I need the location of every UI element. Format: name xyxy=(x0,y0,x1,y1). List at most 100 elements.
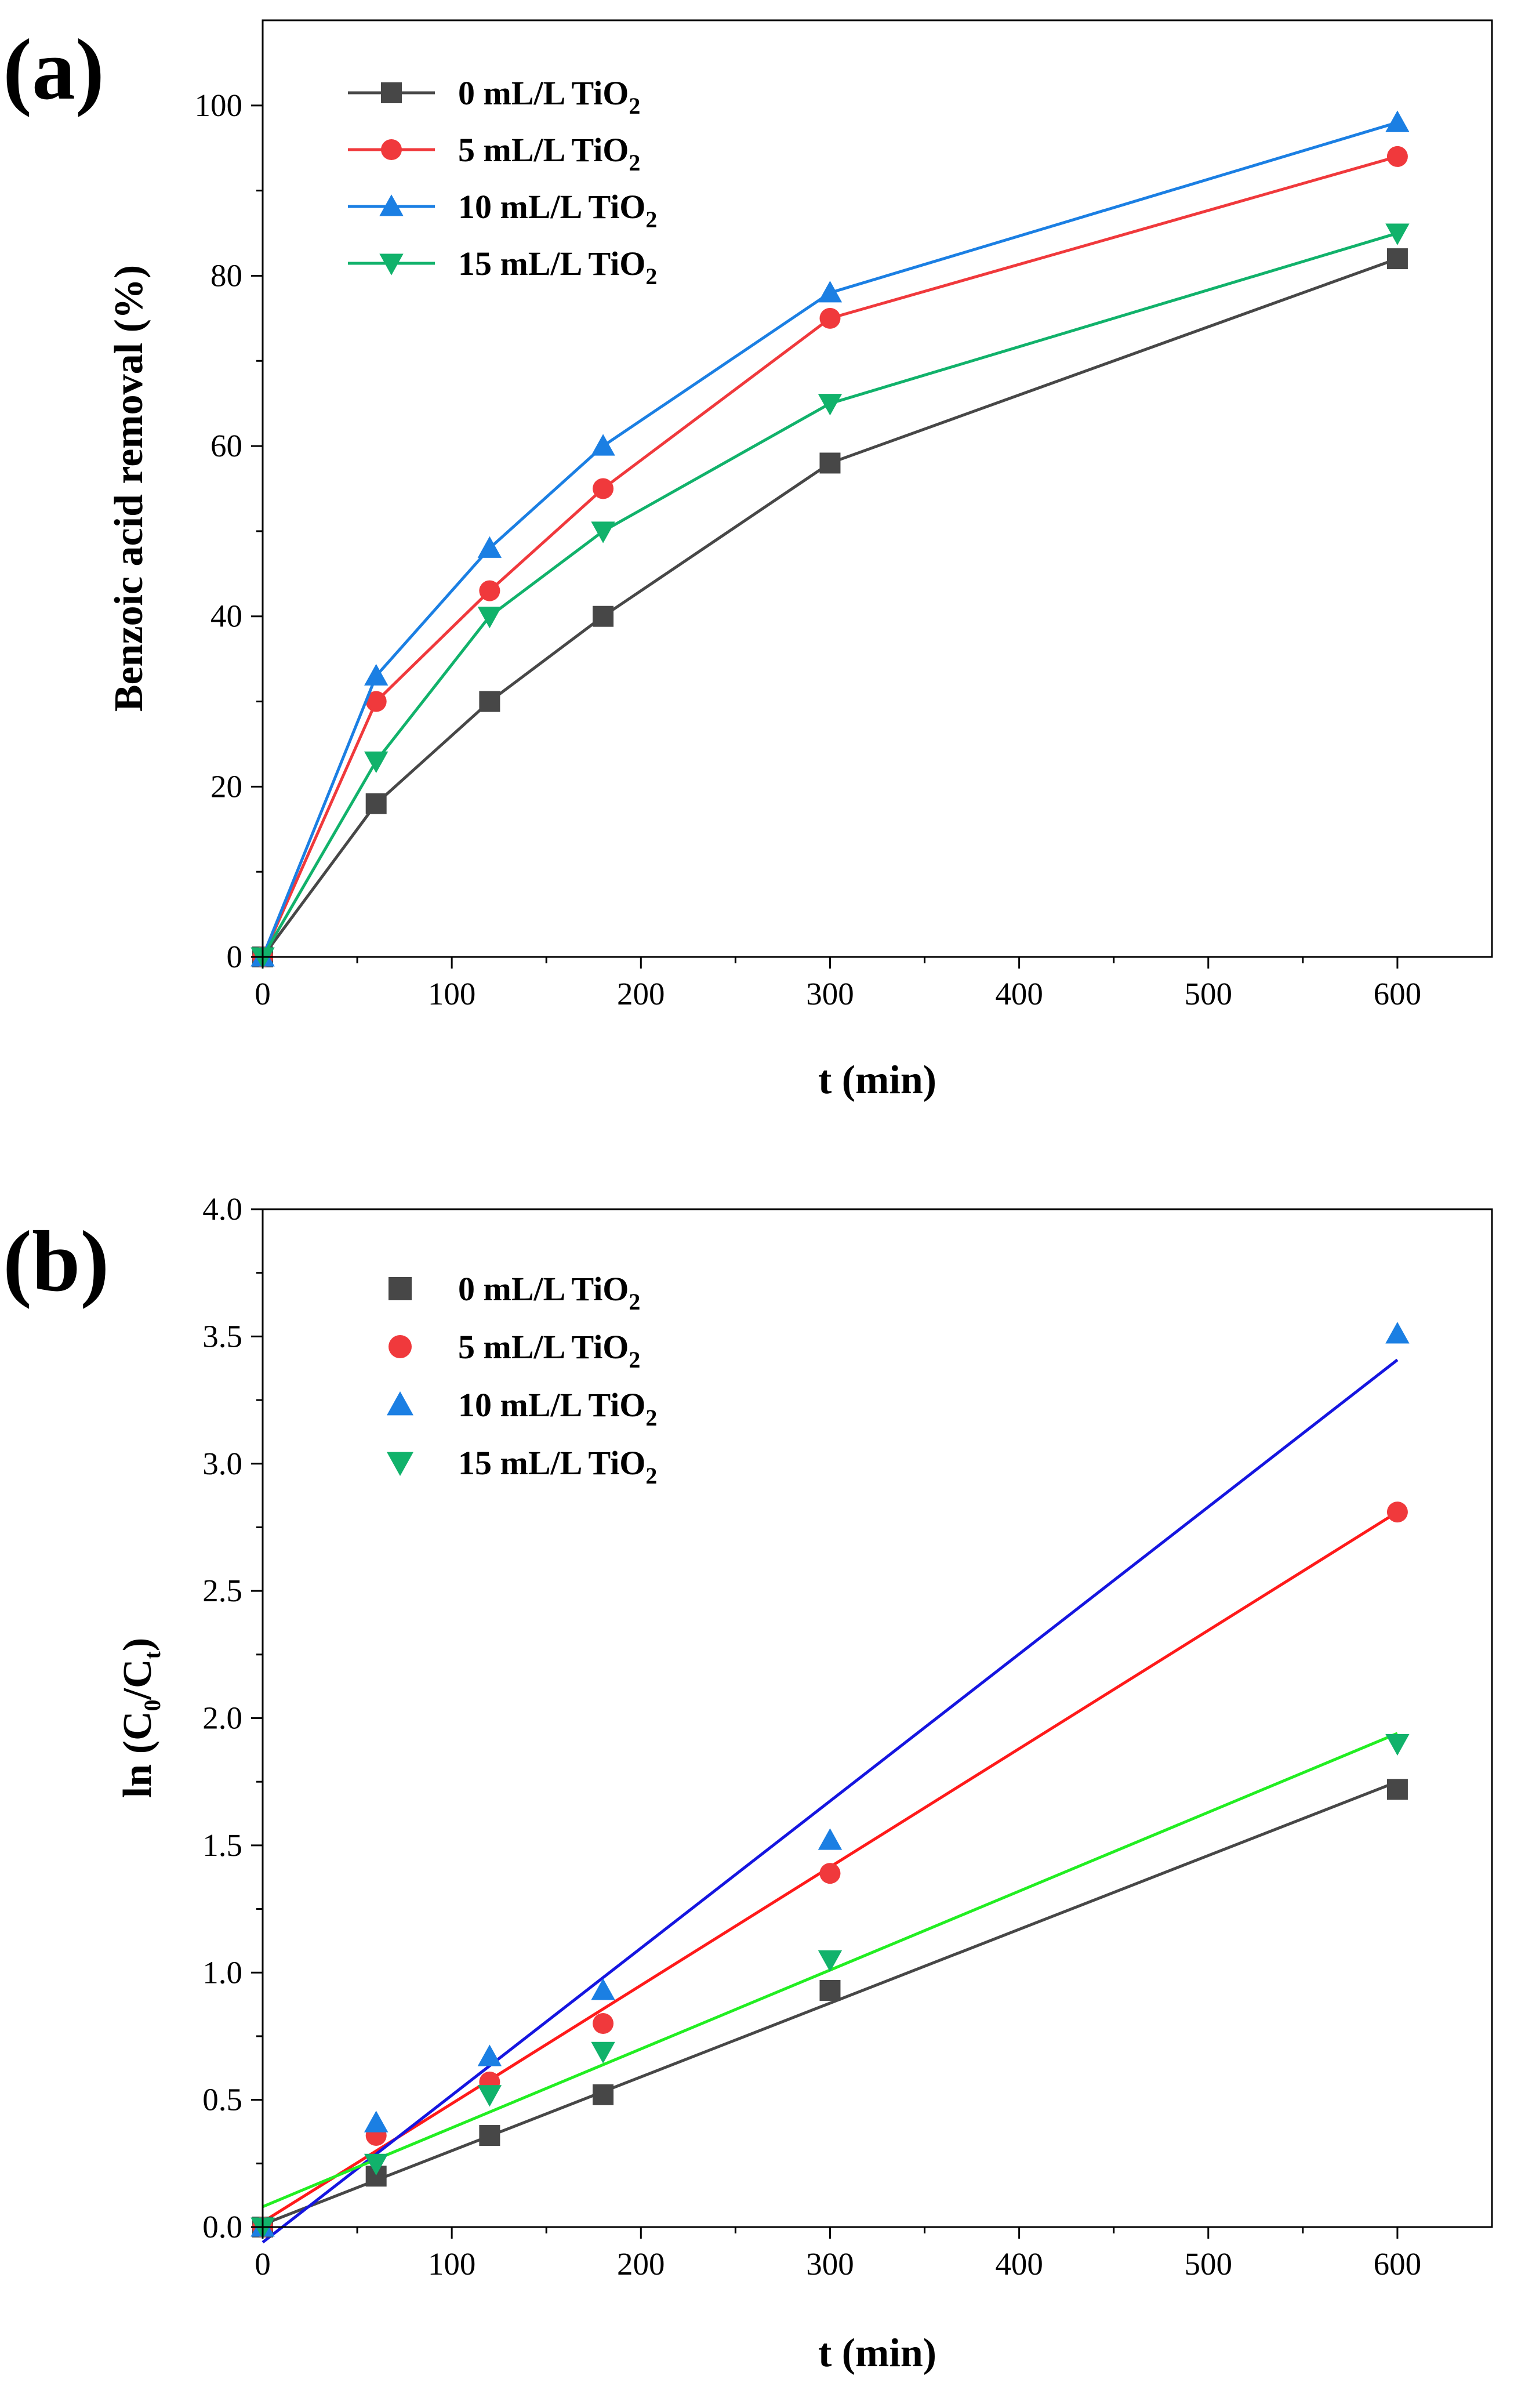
panel-b-y-tick-label: 3.5 xyxy=(202,1318,242,1354)
panel-a-y-tick-label: 80 xyxy=(210,258,242,293)
panel-a-series-line-2 xyxy=(261,121,1398,958)
panel-a-x-tick-label: 400 xyxy=(995,976,1043,1011)
panel-b-x-tick-label: 100 xyxy=(428,2246,476,2282)
panel-b-point-s2-1 xyxy=(364,2110,389,2133)
panel-b-x-tick-label: 600 xyxy=(1374,2246,1422,2282)
panel-b-legend-label-main-1: 5 mL/L TiO xyxy=(458,1328,629,1366)
panel-a-point-s0-2 xyxy=(479,691,500,712)
panel-a-point-s3-1 xyxy=(364,751,389,774)
panel-a-x-title: t (min) xyxy=(818,1058,936,1103)
panel-b-y-title: ln (C0/Ct) xyxy=(115,1638,165,1798)
panel-a-legend-label-0: 0 mL/L TiO2 xyxy=(458,74,640,119)
panel-a-frame xyxy=(262,19,1493,958)
panel-b-y-tick-label: 3.0 xyxy=(202,1446,242,1481)
panel-a-point-s0-4 xyxy=(819,452,841,474)
panel-a-series-line-0 xyxy=(261,257,1398,958)
panel-b-point-s3-5 xyxy=(1385,1734,1410,1756)
panel-a-point-s2-3 xyxy=(591,434,615,456)
panel-b-marks xyxy=(250,1322,1410,2244)
panel-b-point-s3-4 xyxy=(818,1950,843,1972)
panel-b-label: (b) xyxy=(3,1213,109,1310)
panel-a-point-s1-3 xyxy=(593,478,614,499)
panel-a-point-s3-5 xyxy=(1385,223,1410,245)
panel-a-y-tick-label: 60 xyxy=(210,428,242,463)
panel-b-legend-label-sub-0: 2 xyxy=(629,1289,640,1315)
panel-b-frame xyxy=(262,1208,1493,2228)
panel-b-point-s0-3 xyxy=(593,2084,614,2105)
panel-b-y-title-main: ln (C xyxy=(115,1711,160,1798)
panel-a-x-tick-label: 0 xyxy=(255,976,271,1011)
panel-a-legend-label-3: 15 mL/L TiO2 xyxy=(458,245,657,289)
panel-a-legend-label-1: 5 mL/L TiO2 xyxy=(458,131,640,176)
panel-b-y-title-mid: /C xyxy=(115,1659,160,1700)
panel-a-point-s0-1 xyxy=(365,793,387,814)
panel-b-point-s1-4 xyxy=(819,1863,841,1884)
panel-a-x-tick-label: 600 xyxy=(1374,976,1422,1011)
panel-b-legend-label-0: 0 mL/L TiO2 xyxy=(458,1270,640,1315)
panel-a-point-s2-2 xyxy=(477,536,502,558)
panel-b-legend-label-2: 10 mL/L TiO2 xyxy=(458,1386,657,1431)
panel-b-point-s3-1 xyxy=(364,2153,389,2176)
panel-a-point-s1-4 xyxy=(819,307,841,329)
panel-a-point-s2-5 xyxy=(1385,110,1410,132)
panel-b-legend-label-main-0: 0 mL/L TiO xyxy=(458,1270,629,1308)
panel-a-point-s3-3 xyxy=(591,521,615,543)
panel-b-y-tick-label: 0.0 xyxy=(202,2209,242,2244)
panel-a-point-s3-4 xyxy=(818,394,843,416)
panel-b-fit-line-2 xyxy=(262,1358,1399,2244)
panel-b-fit-line-0 xyxy=(262,1780,1398,2226)
panel-a-marks xyxy=(250,110,1410,969)
panel-a-series-line-1 xyxy=(261,155,1398,958)
panel-b-y-title-end: ) xyxy=(115,1638,160,1651)
panel-b-point-s2-3 xyxy=(591,1978,615,2000)
panel-b-x-tick-label: 300 xyxy=(806,2246,854,2282)
panel-a-point-s1-2 xyxy=(479,580,500,601)
panel-a-x-tick-label: 300 xyxy=(806,976,854,1011)
panel-b-point-s0-2 xyxy=(479,2125,500,2146)
panel-b-ticks: 0 100 200 300 400 500 600 0.0 0.5 1.0 1.5 2.0 2.5 3.0… xyxy=(202,1191,1421,2282)
panel-a-chart: (a) 0 100 200 300 400 500 600 0 20 40 60 80 100 t (m… xyxy=(3,19,1493,1103)
panel-b-chart: (b) 0 100 200 300 400 500 600 0.0 0.5 1.0 1.5 2.0 2.… xyxy=(3,1191,1493,2376)
panel-b-x-tick-label: 500 xyxy=(1185,2246,1233,2282)
panel-b-legend-label-main-3: 15 mL/L TiO xyxy=(458,1444,645,1482)
panel-b-y-tick-label: 1.5 xyxy=(202,1827,242,1863)
panel-a-series-line-3 xyxy=(261,231,1398,958)
panel-a-legend-marker-0 xyxy=(381,82,402,103)
panel-a-y-title: Benzoic acid removal (%) xyxy=(107,265,151,712)
panel-b-legend-label-sub-1: 2 xyxy=(629,1347,640,1373)
panel-a-x-tick-label: 500 xyxy=(1185,976,1233,1011)
panel-a-label: (a) xyxy=(3,21,104,118)
panel-b-y-tick-label: 1.0 xyxy=(202,1954,242,1990)
panel-b-point-s3-2 xyxy=(477,2085,502,2107)
panel-a-y-tick-label: 0 xyxy=(227,939,243,974)
panel-a-legend-marker-3 xyxy=(379,253,404,275)
panel-a-legend-label-main-3: 15 mL/L TiO xyxy=(458,245,645,282)
panel-b-legend-marker-3 xyxy=(387,1452,413,1476)
panel-b-x-tick-label: 0 xyxy=(255,2246,271,2282)
panel-a-legend-label-main-0: 0 mL/L TiO xyxy=(458,74,629,112)
panel-a-ticks: 0 100 200 300 400 500 600 0 20 40 60 80 100 xyxy=(195,88,1422,1011)
panel-a-point-s2-4 xyxy=(818,281,843,303)
panel-a-point-s1-5 xyxy=(1386,146,1408,167)
panel-b-legend-marker-1 xyxy=(389,1335,412,1358)
panel-b-legend-label-sub-3: 2 xyxy=(645,1463,657,1489)
panel-a-legend-marker-2 xyxy=(379,194,404,216)
panel-b-y-tick-label: 2.5 xyxy=(202,1573,242,1608)
panel-a-point-s0-5 xyxy=(1386,248,1408,270)
panel-a-legend-label-sub-0: 2 xyxy=(629,93,640,119)
panel-b-legend-label-3: 15 mL/L TiO2 xyxy=(458,1444,657,1489)
panel-a-point-s3-2 xyxy=(477,607,502,629)
panel-a-x-tick-label: 200 xyxy=(617,976,665,1011)
panel-a-legend-label-sub-2: 2 xyxy=(645,206,657,233)
panel-a-point-s0-3 xyxy=(593,605,614,627)
panel-b-x-tick-label: 400 xyxy=(995,2246,1043,2282)
panel-a-y-tick-label: 40 xyxy=(210,599,242,634)
panel-b-y-tick-label: 4.0 xyxy=(202,1191,242,1227)
panel-b-point-s2-4 xyxy=(818,1828,843,1850)
panel-b-legend-label-main-2: 10 mL/L TiO xyxy=(458,1386,645,1424)
panel-a-point-s1-1 xyxy=(365,691,387,712)
panel-b-y-tick-label: 0.5 xyxy=(202,2082,242,2117)
panel-a-x-tick-label: 100 xyxy=(428,976,476,1011)
panel-b-y-title-sub1: 0 xyxy=(139,1699,165,1711)
